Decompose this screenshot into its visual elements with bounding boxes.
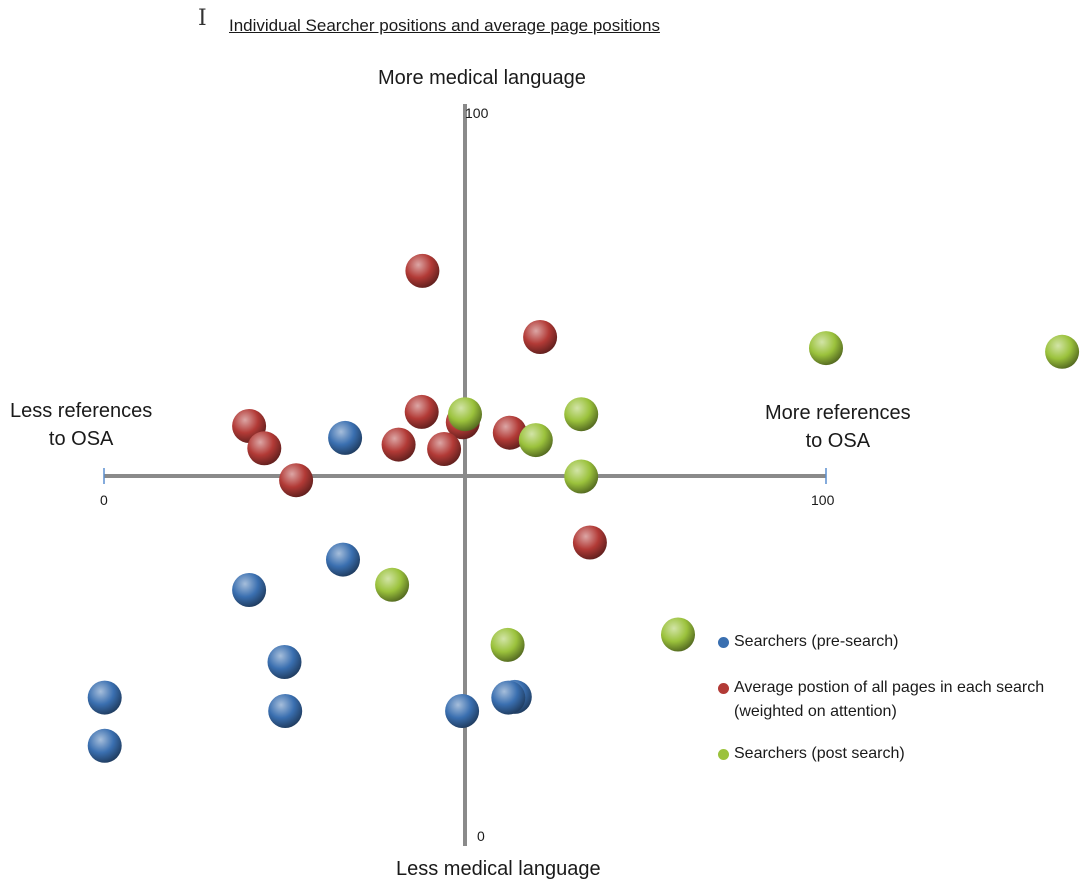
point-pre-1 [328, 420, 363, 455]
point-post-7 [375, 567, 410, 602]
point-avg-3 [572, 525, 607, 560]
point-pre-8 [445, 694, 480, 728]
legend-label-post-search: Searchers (post search) [734, 745, 905, 762]
data-points [87, 253, 1080, 763]
x-tick-label-min: 0 [100, 492, 108, 508]
point-avg-7 [427, 432, 462, 466]
point-avg-1 [405, 253, 440, 288]
y-tick-label-max: 100 [465, 105, 489, 121]
legend-label-pre-search: Searchers (pre-search) [734, 633, 899, 650]
series-avg [232, 253, 607, 560]
legend-item-post-search: Searchers (post search) [718, 742, 1044, 766]
point-pre-5 [87, 680, 122, 715]
y-tick-label-min: 0 [477, 828, 485, 844]
legend-label-average-pages-line1: Average postion of all pages in each sea… [734, 679, 1045, 696]
series-pre [87, 420, 532, 763]
point-pre-4 [267, 645, 302, 679]
legend-item-average-pages: Average postion of all pages in each sea… [718, 676, 1044, 724]
y-axis-bottom-label: Less medical language [396, 858, 601, 880]
point-pre-10 [491, 680, 526, 715]
text-cursor-icon: I [198, 6, 207, 31]
x-axis-left-label: Less references to OSA [10, 397, 152, 453]
point-avg-4 [492, 415, 527, 450]
point-post-4 [564, 397, 599, 432]
point-pre-2 [326, 542, 360, 577]
point-post-6 [564, 459, 599, 494]
point-avg-6 [404, 394, 439, 429]
point-avg-2 [523, 320, 558, 354]
y-axis-top-label: More medical language [378, 67, 586, 89]
x-axis-right-label: More references to OSA [765, 399, 911, 455]
legend: Searchers (pre-search) Average postion o… [718, 630, 1044, 784]
point-post-2 [1045, 334, 1080, 369]
point-pre-6 [87, 728, 122, 763]
point-post-5 [518, 423, 553, 458]
point-pre-7 [268, 694, 303, 728]
legend-label-average-pages-line2: (weighted on attention) [734, 703, 897, 720]
x-axis-right-label-line2: to OSA [805, 430, 871, 452]
legend-swatch-average-pages [718, 682, 729, 694]
point-post-3 [448, 397, 482, 432]
point-post-1 [809, 331, 843, 366]
x-axis-right-label-line1: More references [765, 402, 911, 424]
point-pre-3 [232, 573, 267, 607]
point-post-8 [661, 617, 695, 652]
series-post [375, 331, 1080, 662]
point-avg-9 [247, 431, 282, 466]
chart-title: Individual Searcher positions and averag… [229, 16, 660, 35]
legend-swatch-pre-search [718, 636, 729, 648]
point-avg-11 [279, 463, 314, 498]
x-axis-left-label-line2: to OSA [48, 428, 114, 450]
legend-swatch-post-search [718, 748, 729, 760]
legend-item-pre-search: Searchers (pre-search) [718, 630, 1044, 654]
point-avg-10 [381, 427, 416, 462]
x-tick-label-max: 100 [811, 492, 835, 508]
point-post-9 [490, 627, 525, 662]
x-axis-left-label-line1: Less references [10, 400, 153, 422]
